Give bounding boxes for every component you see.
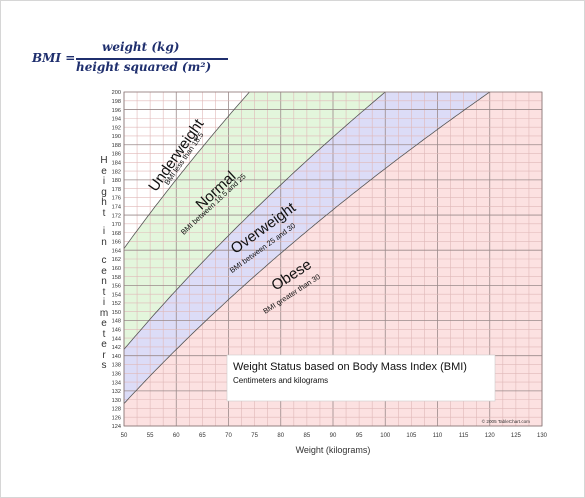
chart-title: Weight Status based on Body Mass Index (… — [233, 361, 467, 373]
y-tick-label: 146 — [112, 328, 121, 334]
y-tick-label: 128 — [112, 407, 121, 413]
chart-subtitle: Centimeters and kilograms — [233, 376, 328, 385]
y-tick-label: 148 — [112, 319, 121, 325]
chart-title-box: Weight Status based on Body Mass Index (… — [226, 354, 496, 402]
y-tick-label: 134 — [112, 380, 121, 386]
x-tick-label: 120 — [485, 433, 496, 439]
y-tick-label: 138 — [112, 363, 121, 369]
x-tick-label: 125 — [511, 433, 522, 439]
y-tick-label: 190 — [112, 134, 121, 140]
y-tick-label: 164 — [112, 248, 121, 254]
y-tick-label: 186 — [112, 152, 121, 158]
y-tick-label: 198 — [112, 99, 121, 105]
y-tick-label: 142 — [112, 345, 121, 351]
boundary-curve — [124, 92, 491, 404]
y-tick-label: 136 — [112, 371, 121, 377]
x-tick-label: 110 — [433, 433, 443, 439]
y-tick-label: 162 — [112, 257, 121, 263]
y-tick-label: 170 — [112, 222, 121, 228]
x-tick-label: 105 — [406, 433, 417, 439]
y-tick-label: 126 — [112, 415, 121, 421]
region-underweight — [124, 92, 250, 249]
x-tick-label: 60 — [173, 433, 180, 439]
y-tick-label: 176 — [112, 196, 121, 202]
plot-border — [123, 91, 543, 427]
x-tick-label: 90 — [330, 433, 337, 439]
y-tick-label: 194 — [112, 117, 121, 123]
y-tick-label: 178 — [112, 187, 121, 193]
y-tick-label: 160 — [112, 266, 121, 272]
y-tick-label: 150 — [112, 310, 121, 316]
x-tick-label: 70 — [225, 433, 232, 439]
x-tick-label: 115 — [459, 433, 469, 439]
y-tick-label: 168 — [112, 231, 121, 237]
y-tick-label: 144 — [112, 336, 121, 342]
y-tick-label: 200 — [112, 90, 121, 96]
y-tick-label: 132 — [112, 389, 121, 395]
y-tick-label: 140 — [112, 354, 121, 360]
y-tick-label: 156 — [112, 284, 121, 290]
x-axis-title: Weight (kilograms) — [296, 445, 371, 455]
copyright-text: © 2005 TableChart.com — [482, 418, 530, 424]
x-tick-label: 80 — [277, 433, 284, 439]
y-tick-label: 130 — [112, 398, 121, 404]
formula-lhs: BMI = — [32, 51, 76, 65]
x-tick-label: 85 — [304, 433, 311, 439]
boundary-curve — [124, 92, 386, 350]
y-tick-label: 174 — [112, 204, 121, 210]
x-tick-label: 100 — [380, 433, 391, 439]
y-tick-label: 172 — [112, 213, 121, 219]
x-tick-label: 75 — [251, 433, 258, 439]
x-tick-label: 130 — [537, 433, 548, 439]
y-tick-label: 166 — [112, 240, 121, 246]
y-tick-labels: 124 126 128 130 132 134 136 138 140 142 144 146 148 1… — [112, 90, 121, 430]
y-tick-label: 192 — [112, 125, 121, 131]
boundary-curve — [124, 92, 250, 249]
formula-fraction-bar — [76, 58, 228, 60]
x-tick-labels: 50 55 60 65 70 75 80 85 90 95 100 105 110 115 120 125 13… — [121, 433, 548, 439]
y-tick-label: 182 — [112, 169, 121, 175]
y-tick-label: 196 — [112, 108, 121, 114]
formula-numerator: weight (kg) — [102, 40, 180, 54]
y-tick-label: 152 — [112, 301, 121, 307]
y-tick-label: 154 — [112, 292, 121, 298]
y-tick-label: 188 — [112, 143, 121, 149]
x-tick-label: 65 — [199, 433, 206, 439]
formula-denominator: height squared (m²) — [76, 60, 212, 74]
y-tick-label: 158 — [112, 275, 121, 281]
x-tick-label: 95 — [356, 433, 363, 439]
y-tick-label: 180 — [112, 178, 121, 184]
x-tick-label: 55 — [147, 433, 154, 439]
title-box-bg — [226, 354, 496, 402]
boundaries — [124, 92, 491, 404]
y-tick-label: 124 — [112, 424, 121, 430]
y-tick-label: 184 — [112, 161, 121, 167]
x-tick-label: 50 — [121, 433, 128, 439]
